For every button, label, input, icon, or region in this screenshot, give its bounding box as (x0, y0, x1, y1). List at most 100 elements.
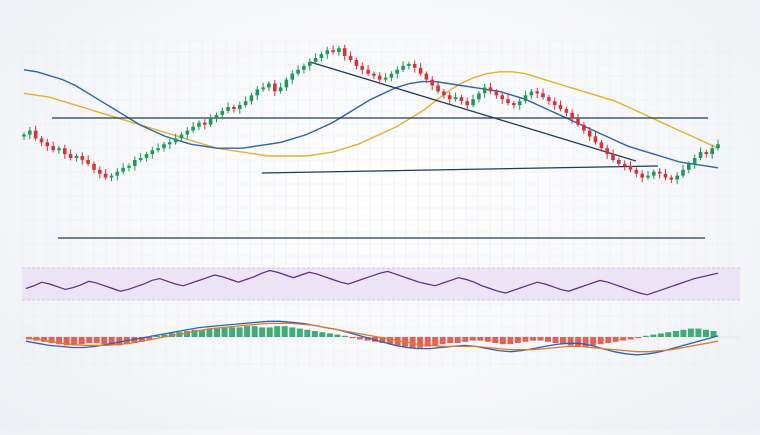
candle-body (162, 144, 166, 149)
candle-body (98, 169, 102, 174)
support-resistance-lines (52, 61, 708, 239)
candle-body (611, 154, 615, 160)
macd-histogram-bar (131, 337, 138, 343)
macd-histogram-bar (620, 337, 627, 341)
macd-histogram-bar (469, 337, 476, 341)
horizontal-level-line (261, 165, 659, 174)
candle-body (342, 48, 347, 56)
macd-histogram-bar (304, 329, 311, 337)
candle-body (523, 95, 528, 102)
candle-body (28, 130, 32, 135)
candle-body (593, 136, 598, 143)
macd-histogram-bar (116, 337, 123, 346)
macd-histogram-bar (462, 337, 469, 342)
macd-histogram-bar (86, 337, 93, 343)
macd-histogram-bar (687, 328, 694, 337)
candle-body (45, 142, 50, 147)
candle-body (109, 175, 114, 178)
candle-body (465, 101, 469, 106)
macd-histogram-bar (530, 337, 536, 341)
macd-histogram-bar (138, 337, 145, 342)
macd-histogram-bar (206, 328, 213, 337)
macd-histogram-bar (289, 327, 296, 337)
macd-histogram-bar (507, 337, 514, 345)
macd-histogram-bar (680, 329, 687, 337)
candle-body (663, 173, 668, 178)
macd-histogram-bar (695, 328, 702, 337)
candle-body (430, 79, 434, 86)
candle-body (243, 101, 248, 106)
macd-histogram-bar (454, 337, 461, 343)
candle-body (418, 67, 423, 74)
candle-body (267, 83, 271, 88)
candle-body (337, 48, 341, 53)
candle-body (33, 130, 38, 139)
macd-histogram-bar (311, 331, 318, 337)
candle-body (570, 112, 574, 119)
candle-body (57, 148, 61, 151)
candle-body (51, 146, 55, 151)
candle-body (138, 158, 143, 160)
macd-histogram-bar (522, 337, 529, 342)
candle-body (103, 173, 108, 178)
macd-histogram-bar (229, 327, 236, 337)
oscillator-panel (22, 267, 740, 301)
macd-panel (22, 320, 740, 356)
macd-histogram-bar (334, 334, 341, 337)
candle-body (220, 111, 225, 115)
macd-histogram-bar (484, 337, 491, 342)
macd-histogram-bar (341, 335, 348, 337)
candle-body (249, 95, 254, 102)
macd-histogram-bar (575, 337, 582, 347)
macd-histogram-bar (665, 332, 672, 337)
candle-body (156, 148, 160, 151)
candle-body (512, 103, 516, 106)
candle-body (628, 165, 633, 170)
macd-histogram-bar (63, 337, 70, 346)
candle-body (517, 101, 522, 106)
candle-body (389, 73, 394, 78)
candle-body (710, 148, 714, 155)
macd-histogram-bar (274, 326, 281, 337)
candle-body (500, 95, 504, 100)
macd-histogram-bar (56, 337, 63, 345)
macd-histogram-bar (672, 331, 679, 337)
macd-histogram-bar (650, 334, 657, 337)
macd-histogram-bar (499, 337, 506, 345)
macd-histogram-bar (319, 332, 326, 337)
candle-body (331, 50, 335, 53)
candle-body (622, 163, 627, 166)
macd-histogram-bar (266, 327, 273, 337)
candle-body (86, 160, 90, 164)
macd-histogram-bar (432, 337, 439, 346)
candle-body (547, 97, 551, 102)
macd-histogram-bar (635, 337, 642, 339)
candle-body (640, 173, 644, 178)
candle-body (582, 124, 586, 131)
candle-body (203, 122, 207, 125)
candle-body (284, 79, 289, 88)
candle-body (302, 65, 306, 70)
candle-body (278, 87, 283, 92)
macd-histogram-bar (108, 337, 115, 346)
candle-body (698, 152, 703, 158)
macd-histogram-bar (349, 337, 356, 339)
macd-histogram-bar (552, 337, 559, 343)
candle-body (506, 99, 510, 104)
macd-histogram-bar (492, 337, 499, 343)
price-grid (21, 39, 740, 372)
macd-histogram-bar (236, 327, 243, 337)
candle-body (92, 163, 96, 170)
macd-histogram-bar (146, 337, 153, 340)
candle-body (646, 175, 650, 178)
moving-averages (23, 69, 719, 169)
macd-histogram-bar (281, 326, 288, 337)
candle-body (576, 118, 580, 125)
candle-body (687, 163, 691, 170)
macd-histogram-bar (612, 337, 619, 342)
candle-body (197, 122, 201, 127)
macd-histogram-bar (244, 326, 251, 337)
candle-body (564, 109, 569, 113)
macd-histogram-bar (409, 337, 416, 348)
